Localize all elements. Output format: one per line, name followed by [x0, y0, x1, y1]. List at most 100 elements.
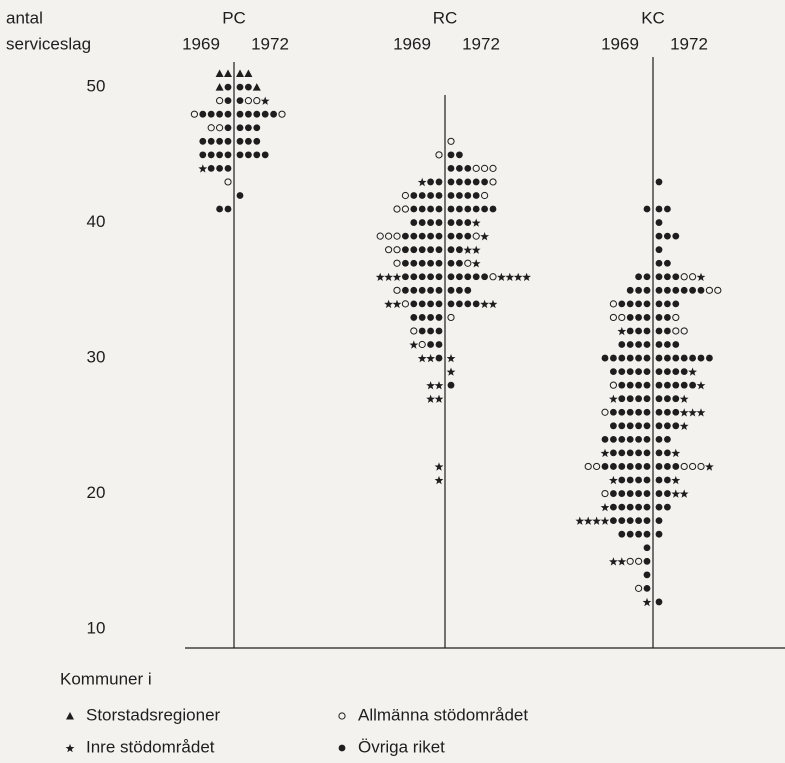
star	[513, 272, 523, 281]
legend-label: Inre stödområdet	[86, 737, 215, 756]
symbol-group	[643, 571, 651, 579]
dot	[402, 232, 409, 240]
symbol-group	[199, 137, 232, 145]
dot	[626, 341, 634, 348]
dot	[224, 124, 232, 132]
dot	[427, 259, 434, 267]
dot-row	[655, 272, 706, 281]
symbol-group	[655, 286, 705, 294]
star	[679, 421, 689, 430]
dot-row	[643, 205, 651, 213]
year-label: 1972	[462, 34, 500, 53]
dot	[664, 422, 671, 430]
dot-row	[236, 192, 244, 199]
dot	[655, 327, 663, 335]
symbol-group	[216, 205, 232, 213]
symbol-group	[244, 97, 261, 105]
symbol-group	[601, 408, 609, 416]
dot	[635, 476, 642, 484]
dot	[635, 490, 642, 497]
dot	[427, 178, 434, 186]
dot	[224, 164, 232, 172]
dot-row	[426, 394, 444, 403]
symbol-group	[626, 327, 651, 335]
symbol-group	[480, 299, 498, 309]
dot	[626, 314, 634, 321]
dot	[610, 368, 617, 376]
dot	[435, 178, 443, 186]
star	[705, 462, 714, 471]
symbol-group	[418, 340, 426, 349]
dot-row	[655, 448, 681, 458]
y-axis-label: serviceslag	[6, 34, 91, 53]
dot	[418, 286, 426, 294]
dot-row	[236, 151, 269, 159]
symbol-group	[472, 232, 480, 240]
symbol-group	[600, 448, 610, 458]
dot	[655, 408, 663, 416]
symbol-group	[610, 490, 651, 497]
dot	[618, 490, 626, 497]
dot	[216, 110, 224, 118]
symbol-group	[671, 475, 681, 485]
dot	[643, 273, 651, 281]
dot-row	[655, 462, 714, 471]
dot	[664, 476, 671, 484]
symbol-group	[610, 408, 651, 416]
symbol-group	[601, 435, 651, 443]
star	[497, 272, 506, 281]
symbol-group	[655, 381, 696, 389]
open-dot	[481, 191, 489, 200]
open-dot	[385, 246, 393, 254]
symbol-group	[635, 273, 651, 281]
open-dot	[680, 273, 688, 281]
dot	[672, 368, 680, 376]
symbol-group	[626, 286, 651, 294]
symbol-group	[655, 219, 663, 226]
star	[471, 245, 481, 254]
dot	[643, 544, 651, 552]
dot	[410, 232, 418, 240]
dot-row	[216, 97, 232, 105]
star	[696, 408, 706, 417]
dot	[655, 178, 663, 186]
symbol-group	[426, 381, 444, 390]
open-dot	[224, 178, 232, 186]
dot	[456, 300, 463, 308]
open-dot	[435, 151, 443, 159]
dot	[672, 463, 680, 470]
symbol-group	[696, 272, 706, 281]
dot-row	[655, 435, 671, 443]
dot	[236, 110, 244, 118]
symbol-group	[672, 327, 688, 335]
symbol-group	[447, 137, 455, 145]
dot	[618, 530, 626, 538]
symbol-group	[435, 151, 443, 159]
dot	[626, 354, 634, 362]
dot	[456, 192, 463, 199]
symbol-group	[224, 178, 232, 186]
dot	[447, 192, 455, 199]
legend-label: Storstadsregioner	[86, 705, 221, 724]
dot	[618, 476, 626, 484]
star	[679, 394, 689, 403]
symbol-group	[705, 286, 722, 294]
dot	[664, 205, 671, 213]
dot	[626, 408, 634, 416]
dot	[655, 490, 663, 497]
dot	[664, 408, 671, 416]
dot-row	[584, 462, 651, 471]
dot	[643, 584, 651, 592]
open-dot	[393, 286, 401, 294]
open-dot	[393, 259, 401, 267]
dot	[402, 246, 409, 254]
dot	[626, 435, 634, 443]
dot	[427, 232, 434, 240]
symbol-group	[601, 463, 651, 470]
dot-row	[610, 422, 651, 430]
legend-label: Allmänna stödområdet	[358, 705, 528, 724]
dot	[216, 137, 224, 145]
y-tick-label: 40	[87, 212, 106, 231]
dot-row	[600, 448, 651, 458]
symbol-group	[705, 462, 714, 471]
